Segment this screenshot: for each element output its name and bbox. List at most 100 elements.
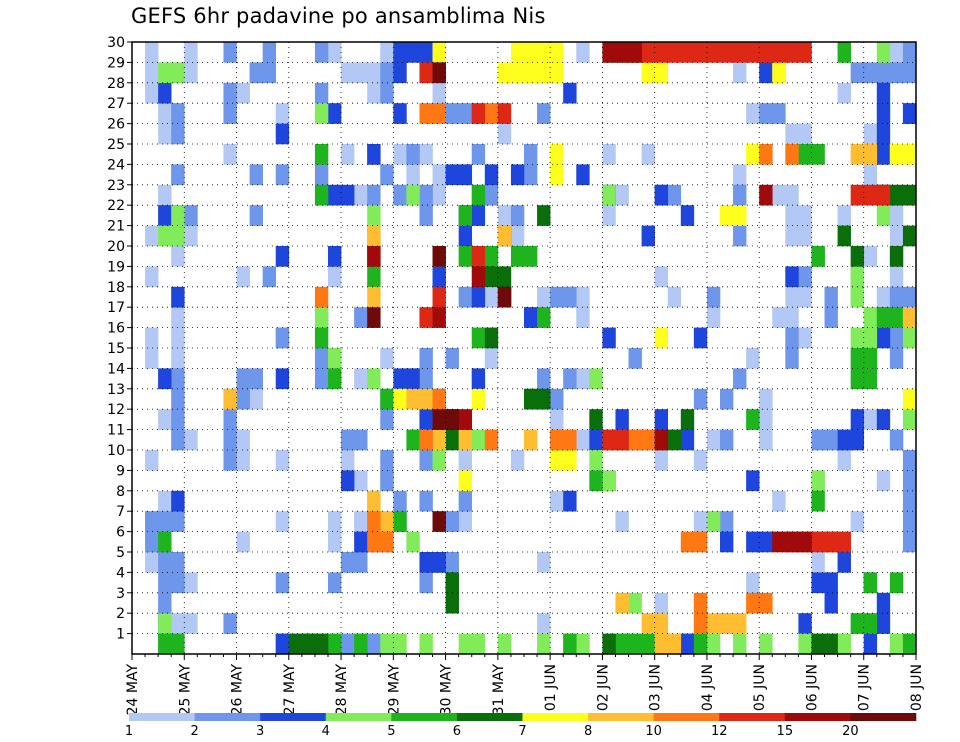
heatmap-cell	[811, 246, 825, 267]
heatmap-cell	[654, 327, 669, 349]
heatmap-cell	[772, 184, 786, 206]
heatmap-cell	[876, 409, 891, 430]
heatmap-cell	[902, 225, 917, 247]
heatmap-cell	[367, 286, 381, 308]
heatmap-cell	[667, 286, 682, 308]
heatmap-cell	[863, 164, 878, 186]
heatmap-cell	[850, 62, 865, 84]
heatmap-cell	[158, 572, 172, 594]
heatmap-cell	[171, 246, 185, 267]
y-axis: 1234567891011121314151617181920212223242…	[107, 35, 132, 643]
heatmap-cell	[393, 388, 407, 410]
heatmap-cell	[171, 307, 185, 328]
heatmap-cell	[876, 103, 891, 124]
heatmap-cell	[249, 388, 263, 410]
heatmap-cell	[171, 490, 185, 512]
heatmap-cell	[550, 144, 564, 165]
heatmap-cell	[680, 633, 695, 655]
heatmap-cell	[184, 572, 198, 594]
heatmap-cell	[314, 307, 329, 328]
heatmap-cell	[510, 450, 525, 471]
heatmap-cell	[367, 82, 381, 104]
x-tick-label: 27 MAY	[282, 664, 298, 716]
heatmap-cell	[837, 429, 851, 451]
heatmap-cell	[524, 144, 538, 165]
heatmap-cell	[902, 286, 917, 308]
heatmap-cell	[471, 103, 486, 124]
heatmap-cell	[785, 531, 799, 553]
heatmap-cell	[419, 144, 433, 165]
heatmap-cell	[445, 572, 459, 594]
heatmap-cell	[354, 633, 368, 655]
heatmap-cell	[393, 490, 407, 512]
heatmap-cell	[249, 368, 263, 390]
heatmap-cell	[171, 429, 185, 451]
heatmap-cell	[275, 572, 290, 594]
heatmap-cell	[824, 633, 838, 655]
heatmap-cell	[641, 613, 655, 634]
heatmap-cell	[354, 368, 368, 390]
heatmap-cell	[837, 225, 851, 247]
heatmap-cell	[497, 123, 512, 145]
heatmap-cell	[850, 286, 865, 308]
heatmap-cell	[615, 511, 629, 532]
heatmap-cell	[693, 388, 708, 410]
heatmap-cell	[262, 42, 277, 63]
y-tick-label: 29	[107, 55, 125, 71]
heatmap-cell	[850, 348, 865, 369]
x-tick-label: 26 MAY	[230, 664, 246, 716]
heatmap-cell	[171, 511, 185, 532]
y-tick-label: 10	[107, 443, 125, 459]
heatmap-cell	[550, 490, 564, 512]
heatmap-cell	[145, 327, 159, 349]
heatmap-cell	[223, 82, 237, 104]
heatmap-cell	[693, 327, 708, 349]
heatmap-cell	[902, 184, 917, 206]
x-axis: 24 MAY 25 MAY 26 MAY 27 MAY 28 MAY 29 MAY 30 M…	[125, 654, 925, 715]
heatmap-cell	[249, 205, 263, 226]
heatmap-cell	[171, 123, 185, 145]
heatmap-cell	[811, 429, 825, 451]
heatmap-cell	[484, 184, 499, 206]
heatmap-cell	[563, 286, 577, 308]
heatmap-cell	[602, 327, 616, 349]
x-tick-label: 08 JUN	[909, 664, 925, 711]
heatmap-cell	[223, 388, 237, 410]
heatmap-cell	[484, 348, 499, 369]
colorbar-segment	[588, 713, 654, 721]
heatmap-cell	[589, 368, 603, 390]
heatmap-cell	[902, 490, 917, 512]
heatmap-cell	[654, 42, 669, 63]
heatmap-cell	[824, 429, 838, 451]
heatmap-cell	[837, 205, 851, 226]
heatmap-cell	[863, 246, 878, 267]
heatmap-cell	[537, 42, 551, 63]
heatmap-cell	[693, 613, 708, 634]
heatmap-cell	[458, 205, 473, 226]
heatmap-cell	[328, 633, 342, 655]
heatmap-cell	[171, 286, 185, 308]
heatmap-cell	[720, 511, 734, 532]
heatmap-cell	[641, 633, 655, 655]
heatmap-cell	[328, 368, 342, 390]
heatmap-cell	[550, 286, 564, 308]
heatmap-cell	[876, 62, 891, 84]
heatmap-cell	[759, 531, 773, 553]
heatmap-cell	[445, 103, 459, 124]
colorbar-segment	[325, 713, 392, 721]
heatmap-cell	[171, 225, 185, 247]
heatmap-cell	[341, 184, 355, 206]
colorbar-label: 1	[125, 724, 133, 739]
heatmap-cell	[380, 409, 394, 430]
heatmap-cell	[850, 409, 865, 430]
heatmap-cell	[171, 205, 185, 226]
colorbar: 1 2 3 4 5 6 7 8 10 12 15 20	[125, 713, 917, 739]
heatmap-cell	[889, 266, 904, 288]
heatmap-cell	[380, 348, 394, 369]
colorbar-segment	[391, 713, 458, 721]
heatmap-cell	[811, 572, 825, 594]
heatmap-cell	[471, 205, 486, 226]
heatmap-cell	[654, 409, 669, 430]
heatmap-cell	[824, 592, 838, 614]
heatmap-cell	[720, 205, 734, 226]
